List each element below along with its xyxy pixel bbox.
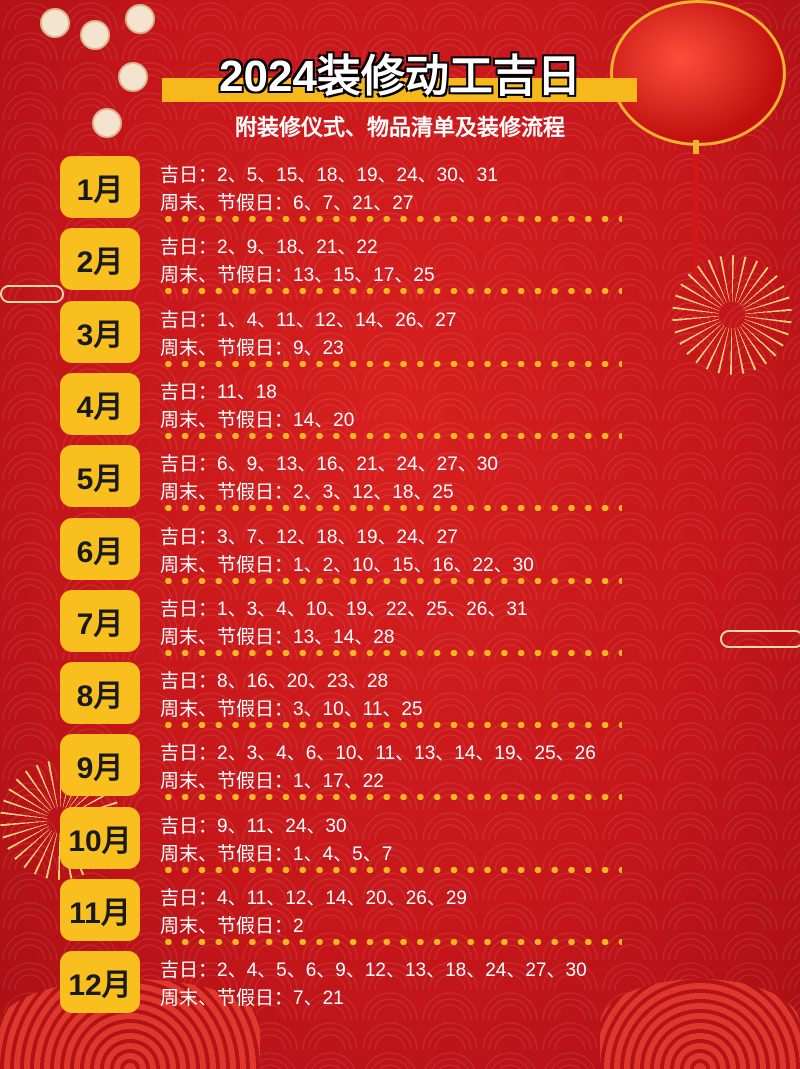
dotted-divider bbox=[160, 288, 622, 295]
plum-blossom-icon bbox=[125, 4, 155, 34]
page-title: 2024装修动工吉日 bbox=[219, 52, 581, 101]
weekend-holidays: 周末、节假日：6、7、21、27 bbox=[160, 193, 414, 214]
weekend-holidays: 周末、节假日：14、20 bbox=[160, 409, 355, 431]
title-highlight-bar bbox=[162, 78, 637, 102]
month-row: 5月 吉日：6、9、13、16、21、24、27、30 周末、节假日：2、3、12、… bbox=[0, 441, 800, 513]
month-row: 4月 吉日：11、18 周末、节假日：14、20 bbox=[0, 369, 800, 441]
lucky-days: 吉日：4、11、12、14、20、26、29 bbox=[160, 888, 467, 909]
lantern-icon bbox=[610, 0, 786, 146]
dotted-divider bbox=[160, 216, 622, 222]
month-badge: 10月 bbox=[60, 806, 140, 869]
month-badge: 6月 bbox=[60, 517, 140, 580]
weekend-holidays: 周末、节假日：13、15、17、25 bbox=[160, 265, 435, 287]
cloud-icon bbox=[0, 285, 64, 303]
month-badge: 3月 bbox=[60, 300, 140, 363]
plum-blossom-icon bbox=[40, 8, 70, 38]
weekend-holidays: 周末、节假日：2 bbox=[160, 916, 304, 937]
lucky-days: 吉日：3、7、12、18、19、24、27 bbox=[160, 526, 458, 548]
lucky-days: 吉日：2、3、4、6、10、11、13、14、19、25、26 bbox=[160, 743, 596, 765]
weekend-holidays: 周末、节假日：1、17、22 bbox=[160, 771, 384, 793]
plum-blossom-icon bbox=[80, 20, 110, 50]
month-row: 10月 吉日：9、11、24、30 周末、节假日：1、4、5、7 bbox=[0, 803, 800, 875]
dotted-divider bbox=[160, 649, 622, 656]
month-badge: 4月 bbox=[60, 372, 140, 435]
lucky-days: 吉日：11、18 bbox=[160, 381, 277, 403]
lucky-days: 吉日：2、5、15、18、19、24、30、31 bbox=[160, 165, 498, 186]
wave-decoration bbox=[600, 979, 800, 1069]
weekend-holidays: 周末、节假日：13、14、28 bbox=[160, 626, 395, 648]
weekend-holidays: 周末、节假日：2、3、12、18、25 bbox=[160, 482, 454, 504]
dotted-divider bbox=[160, 505, 622, 512]
month-badge: 9月 bbox=[60, 734, 140, 797]
weekend-holidays: 周末、节假日：1、4、5、7 bbox=[160, 843, 393, 865]
lucky-days: 吉日：8、16、20、23、28 bbox=[160, 671, 389, 693]
lucky-days: 吉日：9、11、24、30 bbox=[160, 815, 347, 837]
weekend-holidays: 周末、节假日：3、10、11、25 bbox=[160, 699, 423, 721]
weekend-holidays: 周末、节假日：1、2、10、15、16、22、30 bbox=[160, 554, 534, 576]
month-badge: 7月 bbox=[60, 589, 140, 652]
plum-blossom-icon bbox=[118, 62, 148, 92]
month-row: 9月 吉日：2、3、4、6、10、11、13、14、19、25、26 周末、节假日：… bbox=[0, 730, 800, 802]
month-badge: 12月 bbox=[60, 951, 140, 1014]
weekend-holidays: 周末、节假日：9、23 bbox=[160, 337, 344, 359]
firework-icon bbox=[672, 255, 792, 375]
month-row: 8月 吉日：8、16、20、23、28 周末、节假日：3、10、11、25 bbox=[0, 658, 800, 730]
month-badge: 2月 bbox=[60, 228, 140, 291]
lucky-days: 吉日：2、4、5、6、9、12、13、18、24、27、30 bbox=[160, 960, 587, 982]
lucky-days: 吉日：6、9、13、16、21、24、27、30 bbox=[160, 454, 498, 476]
dotted-divider bbox=[160, 866, 622, 873]
dotted-divider bbox=[160, 722, 622, 729]
page-subtitle: 附装修仪式、物品清单及装修流程 bbox=[234, 115, 565, 140]
month-row: 7月 吉日：1、3、4、10、19、22、25、26、31 周末、节假日：13、14… bbox=[0, 586, 800, 658]
month-row: 3月 吉日：1、4、11、12、14、26、27 周末、节假日：9、23 bbox=[0, 297, 800, 369]
month-badge: 8月 bbox=[60, 662, 140, 725]
month-badge: 11月 bbox=[60, 879, 140, 941]
month-row: 2月 吉日：2、9、18、21、22 周末、节假日：13、15、17、25 bbox=[0, 224, 800, 296]
month-row: 11月 吉日：4、11、12、14、20、26、29 周末、节假日：2 bbox=[0, 875, 800, 947]
dotted-divider bbox=[160, 939, 622, 945]
lucky-days: 吉日：1、3、4、10、19、22、25、26、31 bbox=[160, 598, 528, 620]
month-badge: 5月 bbox=[60, 445, 140, 508]
lucky-days: 吉日：1、4、11、12、14、26、27 bbox=[160, 309, 457, 331]
plum-blossom-icon bbox=[92, 108, 122, 138]
dotted-divider bbox=[160, 360, 622, 367]
month-row: 6月 吉日：3、7、12、18、19、24、27 周末、节假日：1、2、10、15、… bbox=[0, 514, 800, 586]
month-row: 12月 吉日：2、4、5、6、9、12、13、18、24、27、30 周末、节假日：… bbox=[0, 947, 800, 1019]
lucky-days: 吉日：2、9、18、21、22 bbox=[160, 237, 378, 259]
dotted-divider bbox=[160, 432, 622, 439]
month-badge: 1月 bbox=[60, 156, 140, 218]
dotted-divider bbox=[160, 794, 622, 801]
month-row: 1月 吉日：2、5、15、18、19、24、30、31 周末、节假日：6、7、21、… bbox=[0, 152, 800, 224]
weekend-holidays: 周末、节假日：7、21 bbox=[160, 988, 344, 1010]
dotted-divider bbox=[160, 577, 622, 584]
lantern-tassel-icon bbox=[693, 140, 699, 274]
cloud-icon bbox=[720, 630, 800, 648]
